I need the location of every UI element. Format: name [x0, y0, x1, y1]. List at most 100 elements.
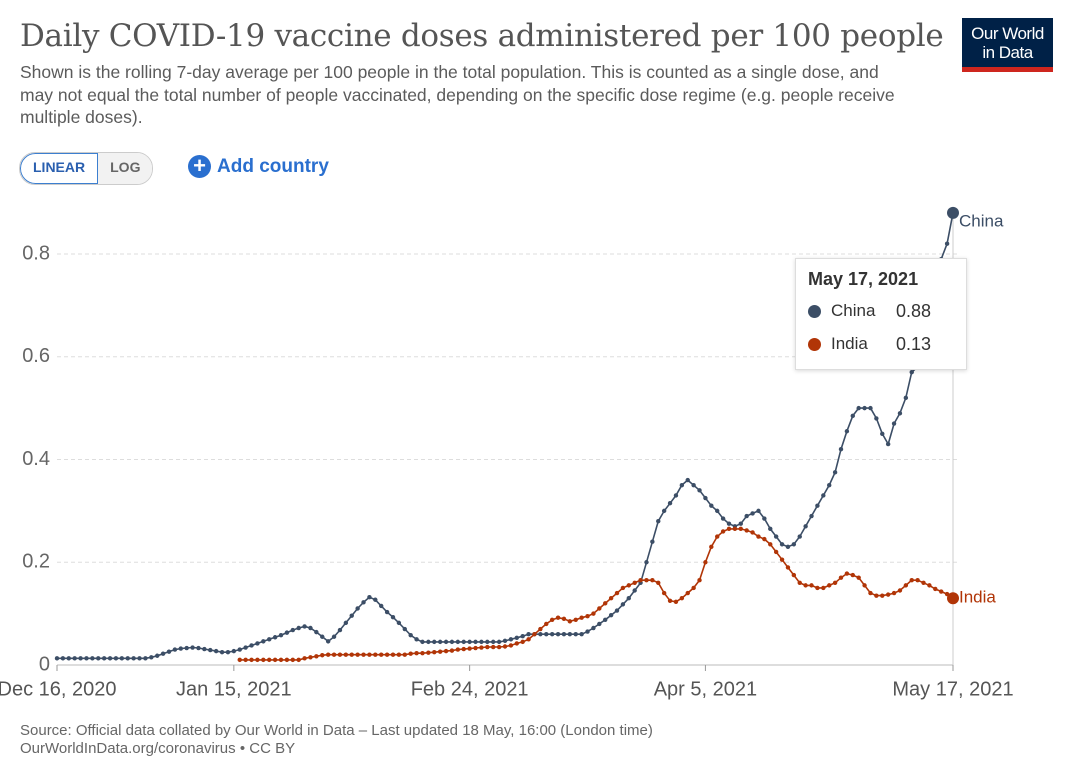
- data-point: [947, 592, 959, 605]
- data-point: [508, 637, 514, 642]
- data-point: [762, 516, 767, 521]
- tooltip: May 17, 2021 China 0.88 India 0.13: [795, 258, 967, 370]
- add-country-button[interactable]: + Add country: [188, 155, 329, 178]
- data-point: [868, 405, 873, 411]
- data-point: [947, 206, 959, 219]
- data-point: [101, 656, 107, 661]
- data-point: [903, 395, 909, 401]
- data-point: [803, 583, 808, 588]
- data-point: [585, 629, 590, 634]
- data-point: [491, 639, 496, 645]
- data-point: [939, 589, 944, 594]
- data-point: [868, 590, 873, 596]
- data-point: [60, 656, 66, 661]
- data-point: [325, 639, 331, 644]
- data-point: [166, 649, 172, 654]
- data-point: [308, 625, 313, 631]
- data-point: [396, 620, 402, 626]
- data-point: [449, 648, 455, 653]
- data-point: [325, 652, 331, 657]
- data-point: [467, 639, 472, 645]
- data-point: [667, 500, 673, 506]
- data-point: [650, 578, 655, 583]
- data-point: [703, 560, 708, 565]
- data-point: [555, 631, 561, 637]
- data-point: [927, 583, 932, 588]
- data-point: [715, 534, 720, 539]
- data-point: [432, 639, 437, 645]
- data-point: [608, 596, 614, 601]
- data-point: [255, 657, 260, 663]
- data-point: [349, 613, 354, 618]
- data-point: [909, 369, 914, 375]
- data-point: [337, 627, 343, 633]
- data-point: [314, 629, 319, 635]
- add-country-label: Add country: [217, 155, 329, 177]
- data-point: [202, 646, 207, 652]
- data-point: [544, 621, 549, 627]
- y-tick-label: 0.8: [22, 242, 50, 264]
- data-point: [508, 643, 514, 648]
- data-point: [703, 495, 708, 501]
- linear-button[interactable]: LINEAR: [20, 153, 99, 184]
- data-point: [697, 578, 702, 583]
- data-point: [791, 572, 797, 578]
- data-point: [532, 631, 537, 637]
- data-point: [856, 405, 861, 411]
- footer: Source: Official data collated by Our Wo…: [20, 722, 653, 758]
- data-point: [585, 613, 590, 619]
- data-point: [437, 639, 443, 645]
- data-point: [614, 608, 620, 613]
- data-point: [408, 651, 413, 656]
- data-point: [491, 644, 496, 650]
- data-point: [691, 482, 696, 488]
- data-point: [190, 645, 195, 650]
- data-point: [626, 583, 631, 588]
- data-point: [514, 635, 519, 640]
- data-point: [874, 416, 879, 421]
- subtitle: Shown is the rolling 7-day average per 1…: [20, 62, 895, 127]
- data-point: [196, 645, 201, 651]
- data-point: [862, 583, 867, 588]
- data-point: [249, 643, 254, 648]
- data-point: [72, 656, 77, 661]
- data-point: [155, 653, 160, 658]
- data-point: [650, 539, 655, 544]
- data-point: [237, 647, 242, 652]
- data-point: [732, 526, 738, 532]
- data-point: [119, 656, 125, 661]
- log-button[interactable]: LOG: [98, 153, 153, 184]
- data-point: [891, 421, 897, 426]
- data-point: [591, 625, 596, 631]
- data-point: [944, 241, 950, 246]
- data-point: [302, 656, 307, 661]
- data-point: [850, 572, 855, 578]
- data-point: [367, 652, 372, 657]
- logo[interactable]: Our World in Data: [962, 18, 1053, 72]
- data-point: [573, 617, 578, 622]
- data-point: [726, 526, 732, 532]
- data-point: [526, 637, 531, 642]
- data-point: [361, 600, 366, 605]
- data-point: [673, 493, 679, 498]
- data-point: [709, 503, 714, 508]
- data-point: [90, 656, 95, 661]
- data-point: [390, 652, 396, 657]
- data-point: [420, 650, 425, 656]
- data-point: [208, 647, 213, 653]
- data-point: [178, 646, 183, 651]
- logo-line: in Data: [982, 43, 1033, 62]
- data-point: [756, 508, 761, 514]
- data-point: [520, 634, 525, 639]
- data-point: [685, 590, 690, 596]
- tooltip-swatch: [808, 338, 821, 351]
- y-tick-label: 0: [39, 653, 50, 675]
- data-point: [685, 477, 690, 483]
- logo-line: Our World: [971, 24, 1044, 43]
- data-point: [461, 646, 466, 652]
- data-point: [809, 513, 814, 519]
- data-point: [296, 657, 301, 663]
- data-point: [821, 493, 826, 498]
- data-point: [426, 639, 431, 645]
- data-point: [815, 585, 820, 591]
